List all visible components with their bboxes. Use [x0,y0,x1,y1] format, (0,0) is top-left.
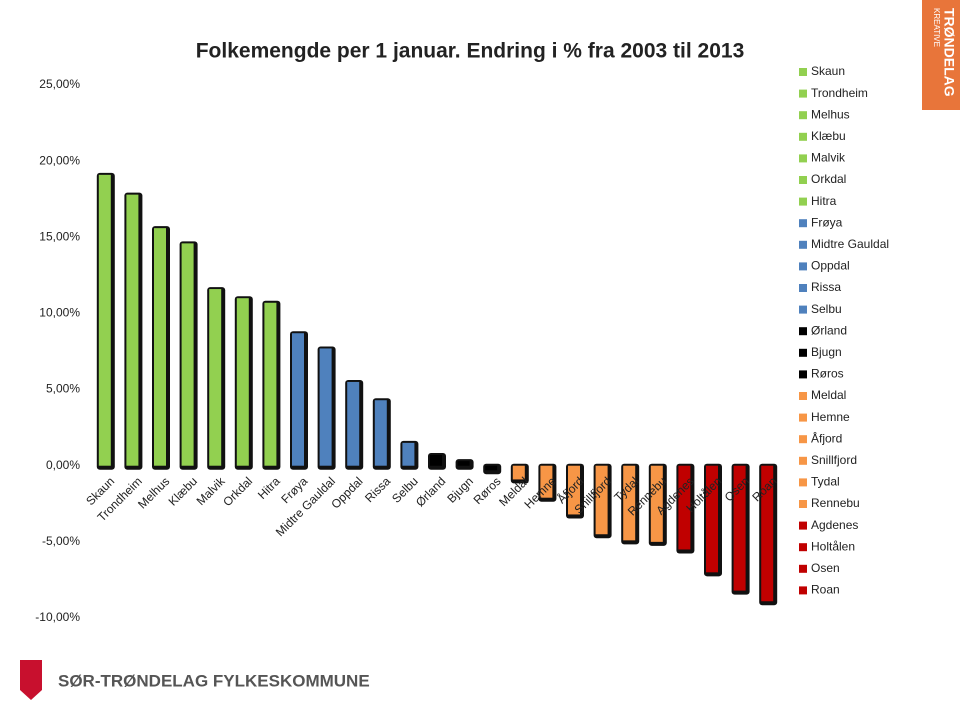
legend-swatch [799,327,807,336]
x-tick-label: Oppdal [328,474,365,511]
y-tick-label: 0,00% [46,458,80,472]
legend-label: Roan [811,583,840,597]
legend-label: Røros [811,367,844,381]
legend-swatch [799,284,807,292]
bar [292,333,304,466]
badge-small: KREATIVE [932,8,941,47]
bar [319,348,332,466]
bar [568,465,580,515]
legend-swatch [799,564,807,573]
y-tick-label: -5,00% [42,534,80,548]
y-tick-label: 15,00% [39,229,80,243]
legend-swatch [799,262,807,271]
legend-swatch [799,392,807,400]
badge-big: TRØNDELAG [941,8,957,97]
legend-label: Frøya [811,215,843,229]
legend-label: Orkdal [811,172,846,186]
bar [236,298,249,466]
legend-label: Bjugn [811,345,842,359]
x-tick-label: Klæbu [166,474,200,508]
bar [181,243,194,466]
bar [402,442,415,466]
y-tick-label: 5,00% [46,382,80,396]
legend-label: Ørland [811,323,847,337]
bar [264,302,277,466]
x-tick-label: Melhus [135,474,172,511]
legend-swatch [799,111,807,120]
legend-label: Selbu [811,302,842,316]
legend-swatch [799,132,807,141]
legend-label: Malvik [811,151,846,165]
y-tick-label: 10,00% [39,306,80,320]
bar [374,400,387,466]
legend-swatch [799,197,807,206]
bar [347,381,360,466]
x-tick-label: Ørland [413,474,448,509]
crest [20,660,42,700]
legend-label: Tydal [811,475,840,489]
legend-label: Hitra [811,194,837,208]
bar [512,465,525,480]
legend-label: Hemne [811,410,850,424]
bar [430,455,442,466]
legend-label: Oppdal [811,259,850,273]
legend-swatch [799,348,807,357]
legend-label: Snillfjord [811,453,857,467]
legend-swatch [799,68,807,76]
legend-swatch [799,586,807,595]
legend-swatch [799,89,807,98]
legend-label: Åfjord [811,430,842,445]
bar [485,465,498,471]
legend-swatch [799,543,807,552]
x-tick-label: Orkdal [220,474,255,509]
legend-swatch [799,370,807,379]
legend-swatch [799,240,807,249]
legend-swatch [799,176,807,184]
footer: SØR-TRØNDELAG FYLKESKOMMUNE [58,671,370,690]
bar [650,465,663,542]
y-tick-label: 25,00% [39,77,80,91]
chart-title: Folkemengde per 1 januar. Endring i % fr… [196,40,745,63]
bar [457,461,470,466]
bar [733,465,746,591]
y-tick-label: 20,00% [39,153,80,167]
bar [154,228,166,466]
legend-label: Osen [811,561,840,575]
legend-swatch [799,435,807,444]
legend-label: Rissa [811,280,841,294]
legend-label: Meldal [811,388,846,402]
legend-swatch [799,305,807,314]
bar [706,465,718,573]
legend-swatch [799,521,807,530]
legend-label: Skaun [811,64,845,78]
legend-label: Melhus [811,107,850,121]
legend-swatch [799,500,807,508]
legend-label: Trondheim [811,86,868,100]
legend-swatch [799,219,807,228]
legend-swatch [799,154,807,163]
legend-label: Agdenes [811,518,858,532]
bar [98,174,111,466]
legend-swatch [799,456,807,465]
legend-swatch [799,478,807,487]
bar [623,465,636,541]
legend-swatch [799,413,807,422]
x-tick-label: Bjugn [444,474,476,506]
x-tick-label: Rissa [362,474,393,505]
badge-bg [922,0,960,110]
y-tick-label: -10,00% [35,610,80,624]
legend-label: Holtålen [811,539,855,553]
bar [678,465,691,550]
legend-label: Rennebu [811,496,860,510]
legend-label: Midtre Gauldal [811,237,889,251]
legend-label: Klæbu [811,129,846,143]
bar [209,289,222,466]
bar [761,465,774,602]
bar [540,465,553,498]
bar [595,465,608,535]
bar [126,194,139,466]
